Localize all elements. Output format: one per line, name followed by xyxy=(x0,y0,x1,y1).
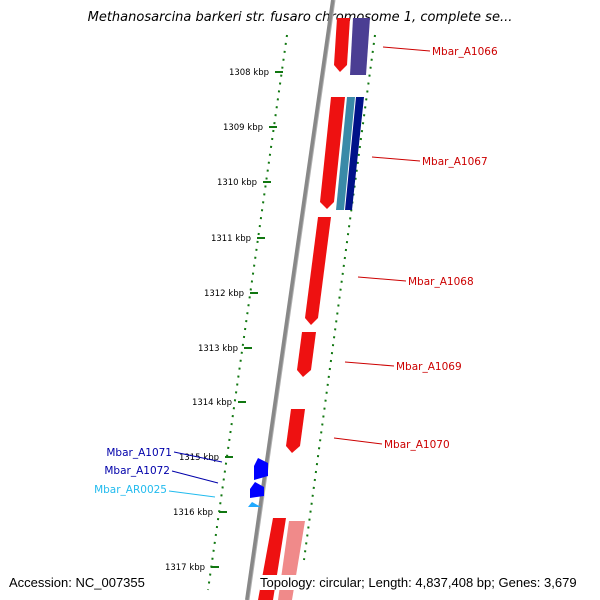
gene-arrow-mbar-a1066[interactable] xyxy=(334,18,350,72)
tick-label: 1315 kbp xyxy=(179,453,219,463)
tick-label: 1312 kbp xyxy=(204,289,244,299)
tick-label: 1308 kbp xyxy=(229,68,269,78)
tick-label: 1310 kbp xyxy=(217,178,257,188)
gene-label-mbar-ar0025[interactable]: Mbar_AR0025 xyxy=(94,484,167,496)
gene-label-mbar-a1070[interactable]: Mbar_A1070 xyxy=(384,439,450,451)
gene-label-mbar-a1069[interactable]: Mbar_A1069 xyxy=(396,361,462,373)
backbone-highlight xyxy=(248,0,336,600)
gene-label-mbar-a1067[interactable]: Mbar_A1067 xyxy=(422,156,488,168)
tick-label: 1317 kbp xyxy=(165,563,205,573)
gene-arrow-mbar-a1069[interactable] xyxy=(297,332,316,377)
gene-arrow-mbar-a1066-paralog[interactable] xyxy=(350,18,370,75)
leader-line xyxy=(173,451,223,463)
leader-line xyxy=(344,361,395,367)
gene-labels: Mbar_A1066 Mbar_A1067 Mbar_A1068 Mbar_A1069… xyxy=(94,46,498,498)
gene-arrow-mbar-a1070[interactable] xyxy=(286,409,305,453)
accession-label: Accession: NC_007355 xyxy=(9,575,145,590)
tick-label: 1313 kbp xyxy=(198,344,238,354)
gene-features xyxy=(248,18,370,600)
gene-arrow-mbar-a1072[interactable] xyxy=(250,482,264,498)
gene-arrow-mbar-ar0025[interactable] xyxy=(248,502,261,507)
leader-line xyxy=(333,437,383,445)
gene-arrow-mbar-a1067-b[interactable] xyxy=(336,97,355,210)
gene-label-mbar-a1066[interactable]: Mbar_A1066 xyxy=(432,46,498,58)
tick-label: 1314 kbp xyxy=(192,398,232,408)
leader-line xyxy=(382,46,431,52)
leader-line xyxy=(168,490,216,498)
map-title: Methanosarcina barkeri str. fusaro chrom… xyxy=(87,10,513,25)
gene-arrow-mbar-a1068[interactable] xyxy=(305,217,331,325)
gene-label-mbar-a1071[interactable]: Mbar_A1071 xyxy=(106,447,172,459)
topology-summary: Topology: circular; Length: 4,837,408 bp… xyxy=(260,575,577,590)
gene-arrow-mbar-a1067[interactable] xyxy=(320,97,345,209)
scale-ticks: 1308 kbp 1309 kbp 1310 kbp 1311 kbp 1312 kbp… xyxy=(165,68,283,573)
outer-dotted-guide xyxy=(303,34,376,561)
leader-line xyxy=(171,470,219,484)
tick-label: 1316 kbp xyxy=(173,508,213,518)
tick-label: 1309 kbp xyxy=(223,123,263,133)
tick-label: 1311 kbp xyxy=(211,234,251,244)
gene-arrow-mbar-a1071[interactable] xyxy=(254,458,268,480)
gene-label-mbar-a1068[interactable]: Mbar_A1068 xyxy=(408,276,474,288)
gene-label-mbar-a1072[interactable]: Mbar_A1072 xyxy=(104,465,170,477)
leader-line xyxy=(371,156,421,162)
gene-arrow-mbar-a1067-c[interactable] xyxy=(345,97,364,210)
backbone-line xyxy=(245,0,335,600)
inner-dotted-guide xyxy=(207,34,288,591)
leader-line xyxy=(357,276,407,282)
